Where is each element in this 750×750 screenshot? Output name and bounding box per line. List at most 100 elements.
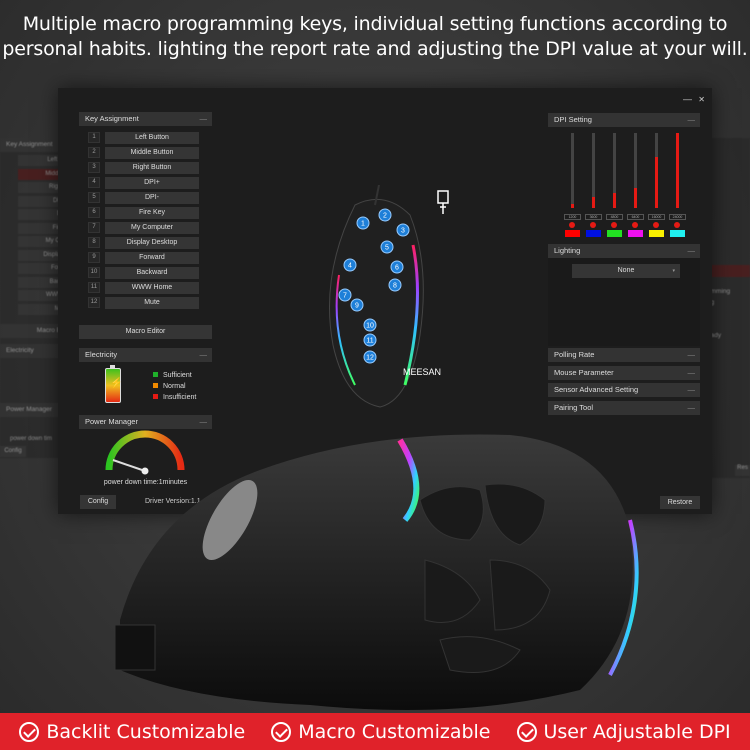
headline: Multiple macro programming keys, individ…: [0, 12, 750, 62]
section-header[interactable]: Mouse Parameter —: [548, 365, 700, 380]
dpi-value[interactable]: 3600: [585, 214, 602, 220]
dpi-select-dot[interactable]: [590, 222, 596, 228]
dpi-slider[interactable]: [613, 133, 616, 208]
svg-text:9: 9: [355, 303, 359, 310]
usb-icon: [437, 190, 449, 214]
section-header[interactable]: Pairing Tool —: [548, 400, 700, 415]
dpi-value[interactable]: 1200: [564, 214, 581, 220]
gauge-needle: [112, 459, 146, 472]
feature-item: Macro Customizable: [271, 720, 491, 743]
headline-line-2: personal habits. lighting the report rat…: [2, 38, 748, 60]
legend-label: Insufficient: [163, 394, 197, 401]
key-assignment-button[interactable]: DPI-: [105, 192, 199, 204]
key-assignment-button[interactable]: Backward: [105, 267, 199, 279]
feature-item: User Adjustable DPI: [516, 721, 731, 743]
key-number: 6: [88, 207, 100, 218]
section-title: Polling Rate: [554, 350, 595, 359]
power-gauge: [105, 430, 185, 475]
dpi-slider[interactable]: [676, 133, 679, 208]
dpi-slider[interactable]: [571, 133, 574, 208]
dpi-slider-fill: [592, 196, 595, 208]
key-assignment-button[interactable]: My Computer: [105, 222, 199, 234]
key-number: 3: [88, 162, 100, 173]
key-number: 7: [88, 222, 100, 233]
dpi-value[interactable]: 6400: [627, 214, 644, 220]
ghost-key-row: Forv: [18, 263, 65, 274]
dpi-slider-fill: [676, 133, 679, 208]
dpi-slider[interactable]: [634, 133, 637, 208]
dpi-color-swatch[interactable]: [670, 230, 685, 237]
minimize-button[interactable]: —: [683, 94, 692, 104]
electricity-legend-item: Normal: [153, 383, 196, 390]
dpi-slider[interactable]: [592, 133, 595, 208]
dpi-color-swatch[interactable]: [565, 230, 580, 237]
feature-bar: Backlit Customizable Macro Customizable Us…: [0, 713, 750, 750]
svg-text:12: 12: [366, 355, 374, 362]
check-circle-icon: [19, 721, 40, 742]
section-header[interactable]: Polling Rate —: [548, 348, 700, 362]
power-manager-header[interactable]: Power Manager —: [79, 415, 212, 429]
ghost-key-row: Display: [18, 249, 65, 261]
ghost-lighting-item: amming: [707, 288, 731, 295]
lighting-header[interactable]: Lighting —: [548, 244, 700, 258]
key-number: 10: [88, 267, 100, 278]
svg-text:3: 3: [401, 228, 405, 235]
svg-text:10: 10: [366, 323, 374, 330]
ghost-window-right: ammingngryeadyg Res: [705, 138, 750, 478]
ghost-restore: Res: [735, 465, 750, 476]
dpi-select-dot[interactable]: [632, 222, 638, 228]
dpi-color-swatch[interactable]: [586, 230, 601, 237]
macro-editor-button[interactable]: Macro Editor: [79, 325, 212, 339]
key-assignment-header[interactable]: Key Assignment —: [79, 112, 212, 126]
restore-button[interactable]: Restore: [660, 496, 700, 509]
dpi-setting-header[interactable]: DPI Setting —: [548, 113, 700, 127]
dpi-color-swatch[interactable]: [607, 230, 622, 237]
ghost-config: Config: [0, 446, 26, 457]
ghost-key-row: My Co: [18, 236, 65, 247]
key-assignment-button[interactable]: Left Button: [105, 132, 199, 144]
check-circle-icon: [271, 721, 292, 742]
ghost-power-manager: Power Manager: [0, 403, 65, 417]
feature-label: Macro Customizable: [298, 720, 491, 743]
dpi-color-swatch[interactable]: [628, 230, 643, 237]
dpi-value[interactable]: 24000: [669, 214, 686, 220]
ghost-window-left: Key Assignment Left BMiddleRightDPIDIFir…: [0, 138, 65, 458]
dpi-select-dot[interactable]: [569, 222, 575, 228]
dpi-select-dot[interactable]: [674, 222, 680, 228]
electricity-legend-item: Insufficient: [153, 394, 196, 401]
key-number: 12: [88, 297, 100, 308]
dpi-select-dot[interactable]: [653, 222, 659, 228]
key-assignment-button[interactable]: Right Button: [105, 162, 199, 174]
section-title: Pairing Tool: [554, 402, 594, 412]
section-header[interactable]: Sensor Advanced Setting —: [548, 383, 700, 397]
dpi-slider[interactable]: [655, 133, 658, 208]
dpi-slider-fill: [613, 193, 616, 208]
electricity-header[interactable]: Electricity —: [79, 348, 212, 362]
ghost-key-row: Back: [18, 276, 65, 288]
svg-text:4: 4: [348, 263, 352, 270]
key-assignment-button[interactable]: Forward: [105, 252, 199, 264]
key-assignment-button[interactable]: DPI+: [105, 177, 199, 189]
key-number: 9: [88, 252, 100, 263]
key-assignment-button[interactable]: Mute: [105, 297, 199, 309]
key-assignment-button[interactable]: Middle Button: [105, 147, 199, 159]
mouse-button-marker: 9: [350, 298, 364, 312]
driver-version: Driver Version:1.1.4: [145, 498, 207, 505]
dpi-slider-fill: [634, 187, 637, 208]
dpi-color-swatch[interactable]: [649, 230, 664, 237]
feature-item: Backlit Customizable: [19, 721, 245, 743]
ghost-dropdown: [707, 265, 750, 277]
close-button[interactable]: ✕: [698, 95, 705, 104]
key-assignment-button[interactable]: WWW Home: [105, 282, 199, 294]
key-assignment-button[interactable]: Fire Key: [105, 207, 199, 219]
dpi-value[interactable]: 16000: [648, 214, 665, 220]
config-button[interactable]: Config: [80, 495, 116, 509]
chevron-down-icon: ▾: [672, 268, 675, 274]
mouse-button-marker: 11: [363, 333, 377, 347]
lighting-mode-dropdown[interactable]: None ▾: [572, 264, 680, 278]
dpi-select-dot[interactable]: [611, 222, 617, 228]
ghost-power-text: power down tim: [10, 436, 53, 442]
dpi-value[interactable]: 4800: [606, 214, 623, 220]
key-assignment-button[interactable]: Display Desktop: [105, 237, 199, 249]
